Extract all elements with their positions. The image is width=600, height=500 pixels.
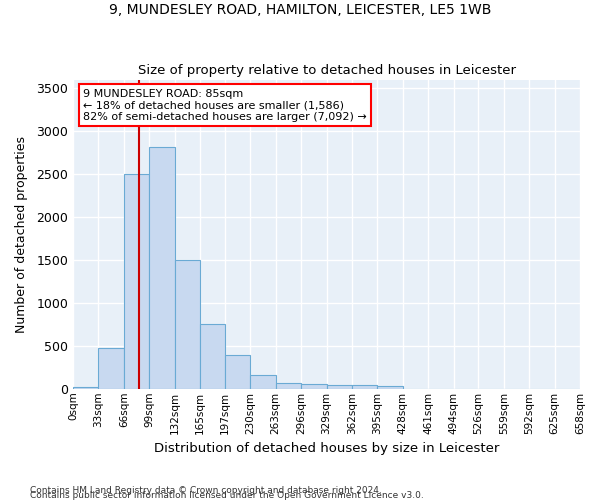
Bar — [377, 386, 403, 389]
Bar — [352, 385, 377, 389]
Bar — [175, 260, 200, 389]
Bar — [98, 348, 124, 389]
Text: Contains HM Land Registry data © Crown copyright and database right 2024.: Contains HM Land Registry data © Crown c… — [30, 486, 382, 495]
Text: 9 MUNDESLEY ROAD: 85sqm
← 18% of detached houses are smaller (1,586)
82% of semi: 9 MUNDESLEY ROAD: 85sqm ← 18% of detache… — [83, 89, 367, 122]
Bar — [326, 386, 352, 389]
Bar — [200, 324, 225, 389]
X-axis label: Distribution of detached houses by size in Leicester: Distribution of detached houses by size … — [154, 442, 499, 455]
Title: Size of property relative to detached houses in Leicester: Size of property relative to detached ho… — [137, 64, 515, 77]
Bar — [124, 174, 149, 389]
Bar — [301, 384, 326, 389]
Bar — [149, 146, 175, 389]
Bar — [73, 387, 98, 389]
Text: 9, MUNDESLEY ROAD, HAMILTON, LEICESTER, LE5 1WB: 9, MUNDESLEY ROAD, HAMILTON, LEICESTER, … — [109, 2, 491, 16]
Y-axis label: Number of detached properties: Number of detached properties — [15, 136, 28, 332]
Text: Contains public sector information licensed under the Open Government Licence v3: Contains public sector information licen… — [30, 490, 424, 500]
Bar — [225, 356, 250, 389]
Bar — [250, 376, 275, 389]
Bar — [275, 383, 301, 389]
